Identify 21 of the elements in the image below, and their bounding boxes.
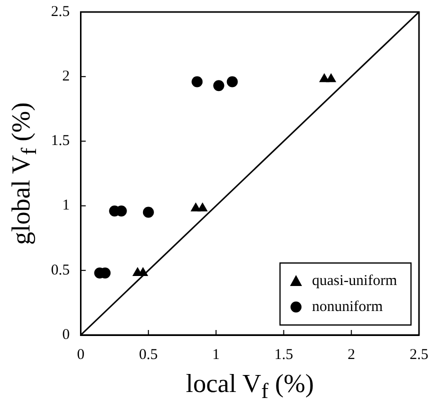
x-tick-label: 0.5 <box>139 346 158 363</box>
x-tick-label: 1.5 <box>274 346 294 363</box>
point <box>213 80 224 92</box>
point <box>197 202 208 212</box>
y-tick-label: 1.5 <box>51 133 70 150</box>
x-axis-title: local V$_{f}$ (%) <box>186 369 314 404</box>
point <box>192 76 203 88</box>
y-tick-label: 1 <box>62 198 70 214</box>
y-tick-label: 0.5 <box>51 262 70 278</box>
legend-label: nonuniform <box>312 298 384 315</box>
point <box>226 76 238 88</box>
legend-label: quasi-uniform <box>312 272 398 289</box>
x-tick-label: 1 <box>212 346 220 363</box>
y-tick-label: 2.5 <box>51 4 70 20</box>
x-tick-label: 2.5 <box>410 346 428 363</box>
y-tick-label: 2 <box>62 68 70 85</box>
point <box>142 206 154 218</box>
x-tick-label: 0 <box>77 346 84 363</box>
x-tick-label: 2 <box>348 346 356 363</box>
y-tick-label: 0 <box>62 326 70 343</box>
point <box>326 73 336 82</box>
